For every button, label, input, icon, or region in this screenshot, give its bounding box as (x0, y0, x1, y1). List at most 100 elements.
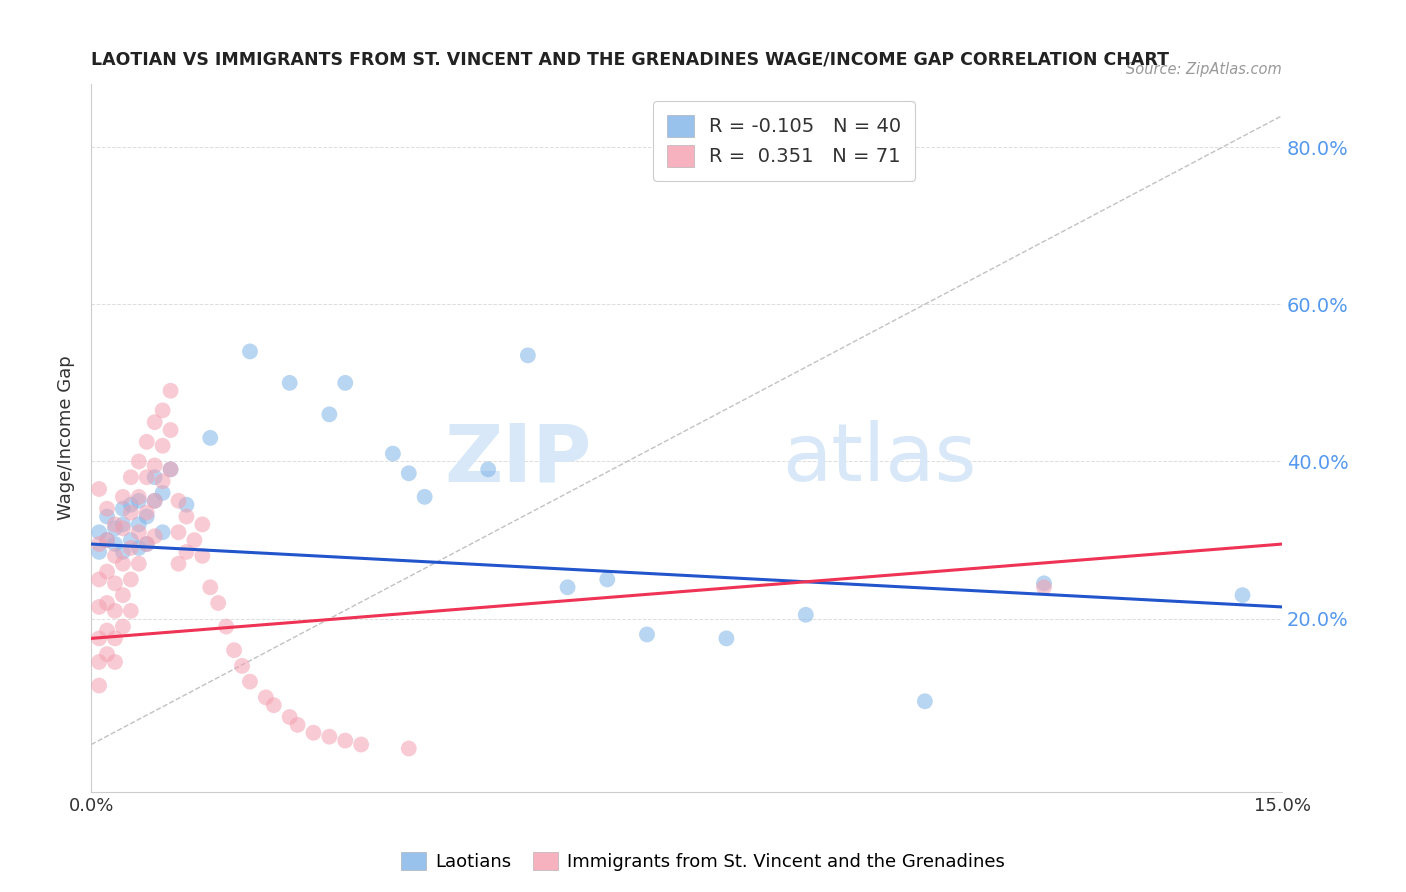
Point (96, 509, 118, 524)
Point (87, 545, 110, 559)
Point (398, 467, 420, 481)
Point (87, 482, 110, 496)
Point (350, 738, 373, 752)
Point (239, 344, 262, 359)
Point (200, 580, 222, 594)
Point (104, 655, 127, 669)
Point (1232, 588, 1254, 602)
Point (135, 470, 157, 484)
Point (87, 573, 110, 587)
Point (128, 557, 150, 571)
Point (96, 624, 118, 638)
Point (183, 533, 205, 548)
Point (87, 632, 110, 646)
Point (794, 607, 817, 622)
Point (287, 718, 309, 732)
Point (152, 474, 174, 488)
Point (87, 525, 110, 540)
Point (167, 525, 190, 540)
Point (596, 573, 619, 587)
Point (111, 501, 134, 516)
Point (111, 588, 134, 602)
Point (1033, 580, 1056, 594)
Point (159, 462, 181, 476)
Point (222, 643, 245, 657)
Point (477, 462, 499, 476)
Point (104, 549, 127, 563)
Point (104, 521, 127, 535)
Point (128, 454, 150, 468)
Point (96, 647, 118, 661)
Point (1033, 576, 1056, 591)
Point (335, 376, 357, 390)
Point (128, 493, 150, 508)
Point (128, 541, 150, 555)
Point (120, 533, 142, 548)
Point (111, 521, 134, 535)
Point (159, 384, 181, 398)
Point (176, 498, 198, 512)
Point (96, 596, 118, 610)
Point (191, 517, 214, 532)
Point (191, 549, 214, 563)
Point (167, 557, 190, 571)
Point (143, 458, 166, 473)
Point (302, 725, 325, 739)
Point (104, 576, 127, 591)
Point (120, 573, 142, 587)
Point (152, 403, 174, 417)
Point (263, 698, 285, 713)
Point (135, 537, 157, 551)
Text: LAOTIAN VS IMMIGRANTS FROM ST. VINCENT AND THE GRENADINES WAGE/INCOME GAP CORREL: LAOTIAN VS IMMIGRANTS FROM ST. VINCENT A… (91, 51, 1170, 69)
Point (135, 506, 157, 520)
Point (111, 557, 134, 571)
Point (87, 537, 110, 551)
Legend: Laotians, Immigrants from St. Vincent and the Grenadines: Laotians, Immigrants from St. Vincent an… (394, 845, 1012, 879)
Point (207, 596, 229, 610)
Point (200, 431, 222, 445)
Y-axis label: Wage/Income Gap: Wage/Income Gap (58, 356, 75, 520)
Point (87, 599, 110, 614)
Point (111, 545, 134, 559)
Point (104, 604, 127, 618)
Text: ZIP: ZIP (444, 420, 592, 498)
Point (239, 674, 262, 689)
Point (318, 730, 340, 744)
Point (398, 741, 420, 756)
Point (143, 493, 166, 508)
Point (120, 506, 142, 520)
Point (111, 517, 134, 532)
Point (104, 517, 127, 532)
Point (176, 509, 198, 524)
Point (104, 632, 127, 646)
Point (278, 710, 301, 724)
Text: atlas: atlas (782, 420, 976, 498)
Point (516, 348, 538, 362)
Point (96, 533, 118, 548)
Text: Source: ZipAtlas.com: Source: ZipAtlas.com (1126, 62, 1282, 77)
Point (135, 434, 157, 449)
Point (135, 509, 157, 524)
Point (381, 447, 404, 461)
Point (96, 501, 118, 516)
Point (636, 627, 658, 641)
Point (557, 580, 579, 594)
Point (96, 565, 118, 579)
Point (111, 619, 134, 633)
Point (215, 619, 238, 633)
Point (176, 545, 198, 559)
Point (254, 690, 277, 705)
Point (231, 659, 253, 673)
Point (152, 439, 174, 453)
Point (159, 462, 181, 476)
Point (318, 407, 340, 421)
Point (87, 655, 110, 669)
Point (143, 415, 166, 429)
Point (128, 525, 150, 540)
Point (413, 490, 436, 504)
Point (143, 529, 166, 543)
Point (120, 604, 142, 618)
Point (143, 470, 166, 484)
Point (96, 533, 118, 548)
Point (135, 537, 157, 551)
